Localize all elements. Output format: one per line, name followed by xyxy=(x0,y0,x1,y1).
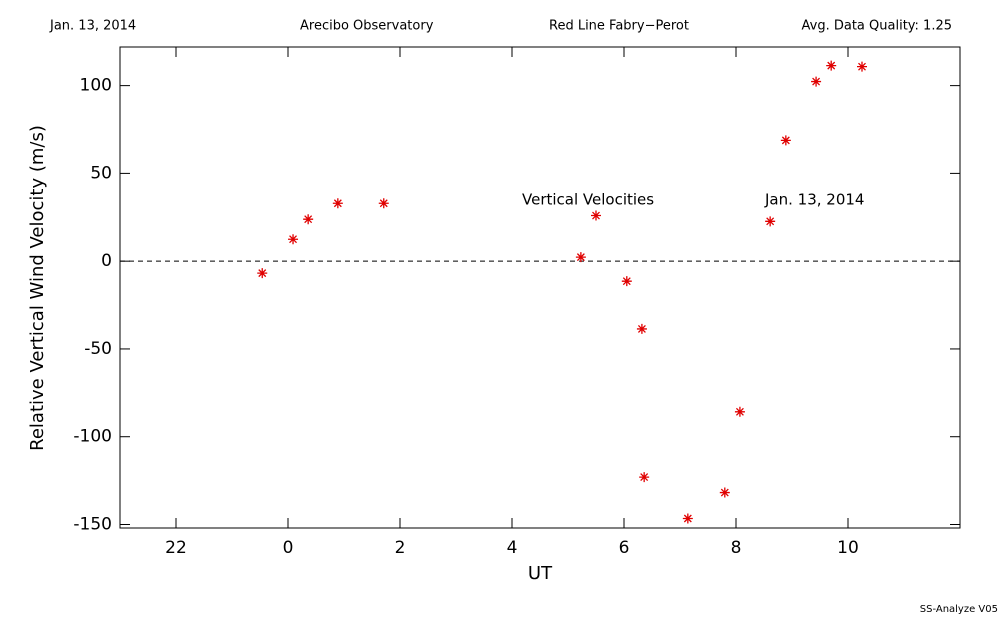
data-point xyxy=(734,406,745,417)
data-point xyxy=(636,323,647,334)
annotation: Jan. 13, 2014 xyxy=(764,191,864,209)
header-instrument: Red Line Fabry−Perot xyxy=(549,19,689,34)
data-point xyxy=(332,198,343,209)
y-tick-label: 0 xyxy=(101,251,112,271)
y-tick-label: -100 xyxy=(73,427,112,447)
data-point xyxy=(591,210,601,221)
y-axis-title: Relative Vertical Wind Velocity (m/s) xyxy=(27,125,48,451)
x-tick-label: 8 xyxy=(731,538,742,558)
x-tick-label: 2 xyxy=(395,538,406,558)
x-tick-label: 22 xyxy=(165,538,187,558)
footer: SS-Analyze V05 xyxy=(920,604,998,615)
data-point xyxy=(378,198,389,209)
data-point xyxy=(780,135,791,146)
data-point xyxy=(621,276,632,287)
data-point xyxy=(811,76,822,87)
y-tick-label: -50 xyxy=(84,339,112,359)
data-point xyxy=(303,214,314,225)
data-point xyxy=(682,513,693,524)
header-site: Arecibo Observatory xyxy=(300,19,434,34)
x-tick-label: 4 xyxy=(507,538,518,558)
data-point xyxy=(575,252,586,263)
annotation: Vertical Velocities xyxy=(522,191,654,209)
data-point xyxy=(288,234,299,245)
y-tick-label: 100 xyxy=(80,76,112,96)
x-tick-label: 10 xyxy=(837,538,859,558)
plot-frame xyxy=(119,46,961,529)
data-point xyxy=(719,487,730,498)
y-tick-label: 50 xyxy=(90,163,112,183)
data-point xyxy=(639,472,650,483)
x-axis-title: UT xyxy=(528,563,553,584)
header-quality: Avg. Data Quality: 1.25 xyxy=(802,19,952,34)
x-tick-label: 0 xyxy=(283,538,294,558)
y-tick-label: -150 xyxy=(73,514,112,534)
x-tick-label: 6 xyxy=(619,538,630,558)
header-date: Jan. 13, 2014 xyxy=(49,19,136,34)
data-point xyxy=(826,60,837,71)
data-point xyxy=(857,61,867,72)
data-point xyxy=(257,268,268,279)
data-point xyxy=(765,216,776,227)
